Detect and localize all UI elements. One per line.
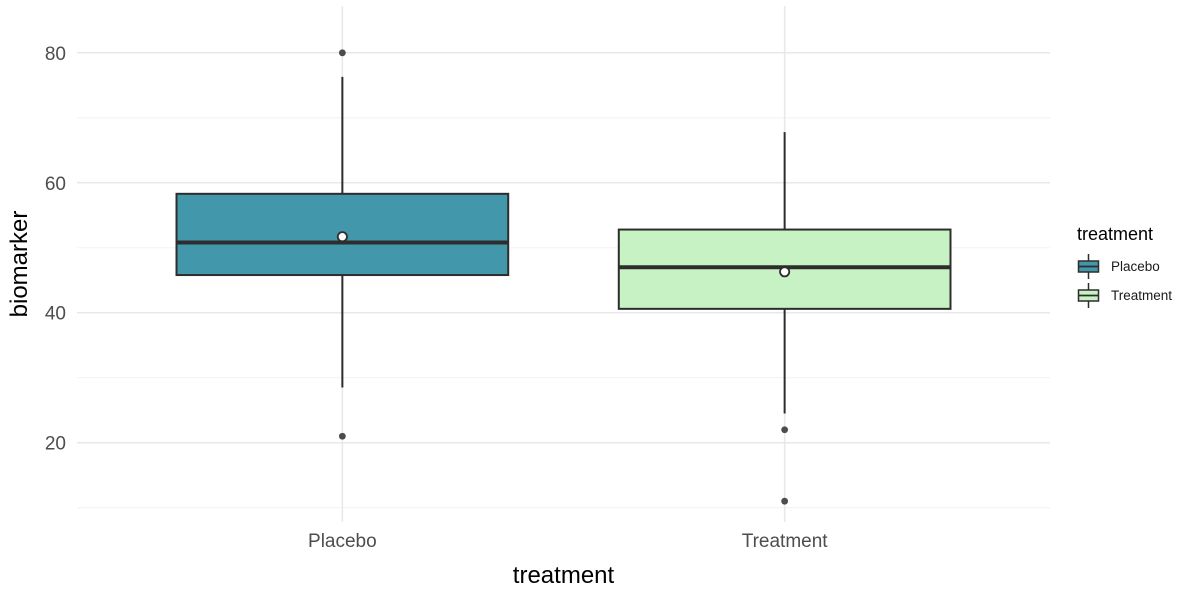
x-tick-label: Placebo xyxy=(308,531,377,552)
outlier-point xyxy=(338,432,346,440)
legend: treatment Placebo Treatment xyxy=(1077,224,1172,310)
boxplot-key-icon xyxy=(1077,254,1100,279)
legend-label: Treatment xyxy=(1111,288,1173,303)
y-axis-title: biomarker xyxy=(6,210,33,318)
y-tick-label: 20 xyxy=(45,434,66,455)
outlier-point xyxy=(338,49,346,57)
mean-point xyxy=(336,231,348,243)
y-tick-label: 40 xyxy=(45,304,66,325)
mean-point xyxy=(779,266,791,278)
legend-item-placebo: Placebo xyxy=(1077,252,1172,281)
outlier-point xyxy=(781,426,789,434)
legend-label: Placebo xyxy=(1111,259,1160,274)
y-tick-label: 60 xyxy=(45,174,66,195)
legend-title: treatment xyxy=(1077,224,1154,244)
y-tick-label: 80 xyxy=(45,44,66,65)
outlier-point xyxy=(781,497,789,505)
x-tick-label: Treatment xyxy=(742,531,829,552)
legend-item-treatment: Treatment xyxy=(1077,281,1172,310)
x-axis-title: treatment xyxy=(512,562,615,589)
boxplot-key-icon xyxy=(1077,283,1100,308)
